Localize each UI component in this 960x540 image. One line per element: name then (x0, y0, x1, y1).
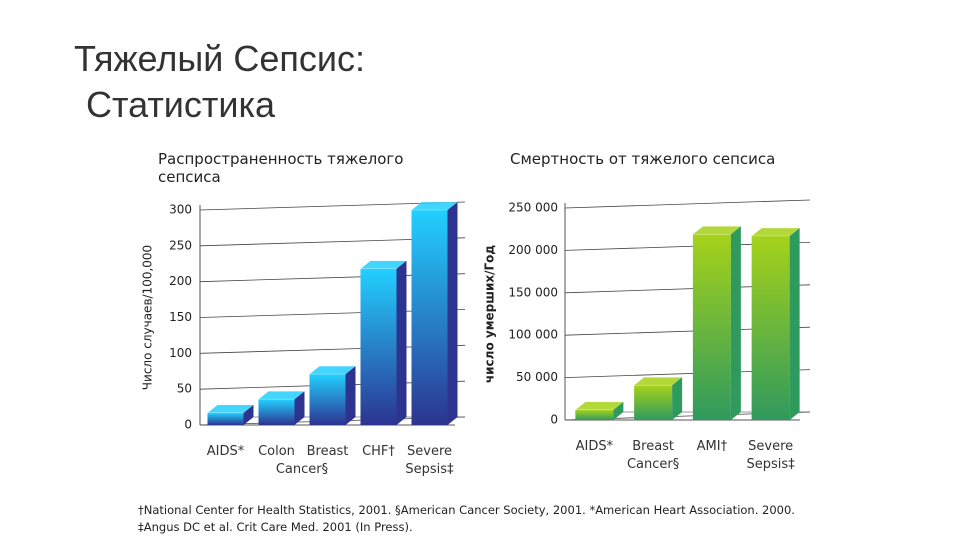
y-axis-label: Число случаев/100,000 (141, 245, 155, 390)
bar-side (447, 202, 458, 425)
bar (411, 210, 448, 425)
x-tick-label: AIDS* (575, 439, 614, 454)
x-tick-label: Severe Sepsis‡ (746, 439, 795, 472)
y-tick-label: 50 (177, 382, 192, 396)
y-tick-label: 100 000 (508, 328, 558, 342)
bar-side (345, 366, 356, 425)
x-tick-label: Breast (306, 444, 349, 459)
footnote: †National Center for Health Statistics, … (138, 503, 795, 517)
y-tick-label: 150 (169, 310, 192, 324)
y-tick-label: 250 (169, 238, 192, 252)
y-tick-label: 200 (169, 274, 192, 288)
bar (207, 412, 244, 425)
footnote: ‡Angus DC et al. Crit Care Med. 2001 (In… (138, 520, 413, 534)
bar (751, 235, 790, 420)
bar (360, 268, 397, 425)
bar-side (789, 227, 800, 420)
x-tick-label: AMI† (696, 439, 728, 454)
x-tick-label: CHF† (362, 444, 395, 459)
x-tick-label: Breast Cancer§ (626, 439, 680, 472)
y-tick-label: 150 000 (508, 285, 558, 299)
bar (258, 399, 295, 425)
x-tick-label: Severe Sepsis‡ (405, 444, 454, 477)
y-axis-label: число умерших/Год (483, 245, 497, 383)
bar (692, 234, 731, 420)
y-tick-label: 300 (169, 203, 192, 217)
chart-title: Распространенность тяжелого сепсиса (158, 150, 404, 186)
bar (309, 374, 346, 425)
grid-line (564, 199, 811, 209)
chart-title: Смертность от тяжелого сепсиса (510, 150, 776, 168)
y-tick-label: 50 000 (516, 370, 558, 384)
y-tick-label: 0 (184, 418, 192, 432)
bar-side (613, 401, 624, 420)
bar-side (730, 226, 741, 420)
bar (634, 385, 673, 420)
slide-title: Тяжелый Сепсис: (74, 38, 365, 79)
bar-side (672, 377, 683, 420)
slide-subtitle: Статистика (86, 84, 276, 125)
x-tick-label: Colon (258, 444, 295, 459)
bar-side (396, 260, 407, 425)
bar (575, 409, 614, 420)
x-tick-label: Cancer§ (275, 462, 329, 477)
bar-side (294, 391, 305, 425)
y-tick-label: 200 000 (508, 243, 558, 257)
x-tick-label: AIDS* (206, 444, 245, 459)
y-tick-label: 250 000 (508, 201, 558, 215)
bar-side (243, 404, 254, 425)
y-tick-label: 100 (169, 346, 192, 360)
y-tick-label: 0 (550, 413, 558, 427)
